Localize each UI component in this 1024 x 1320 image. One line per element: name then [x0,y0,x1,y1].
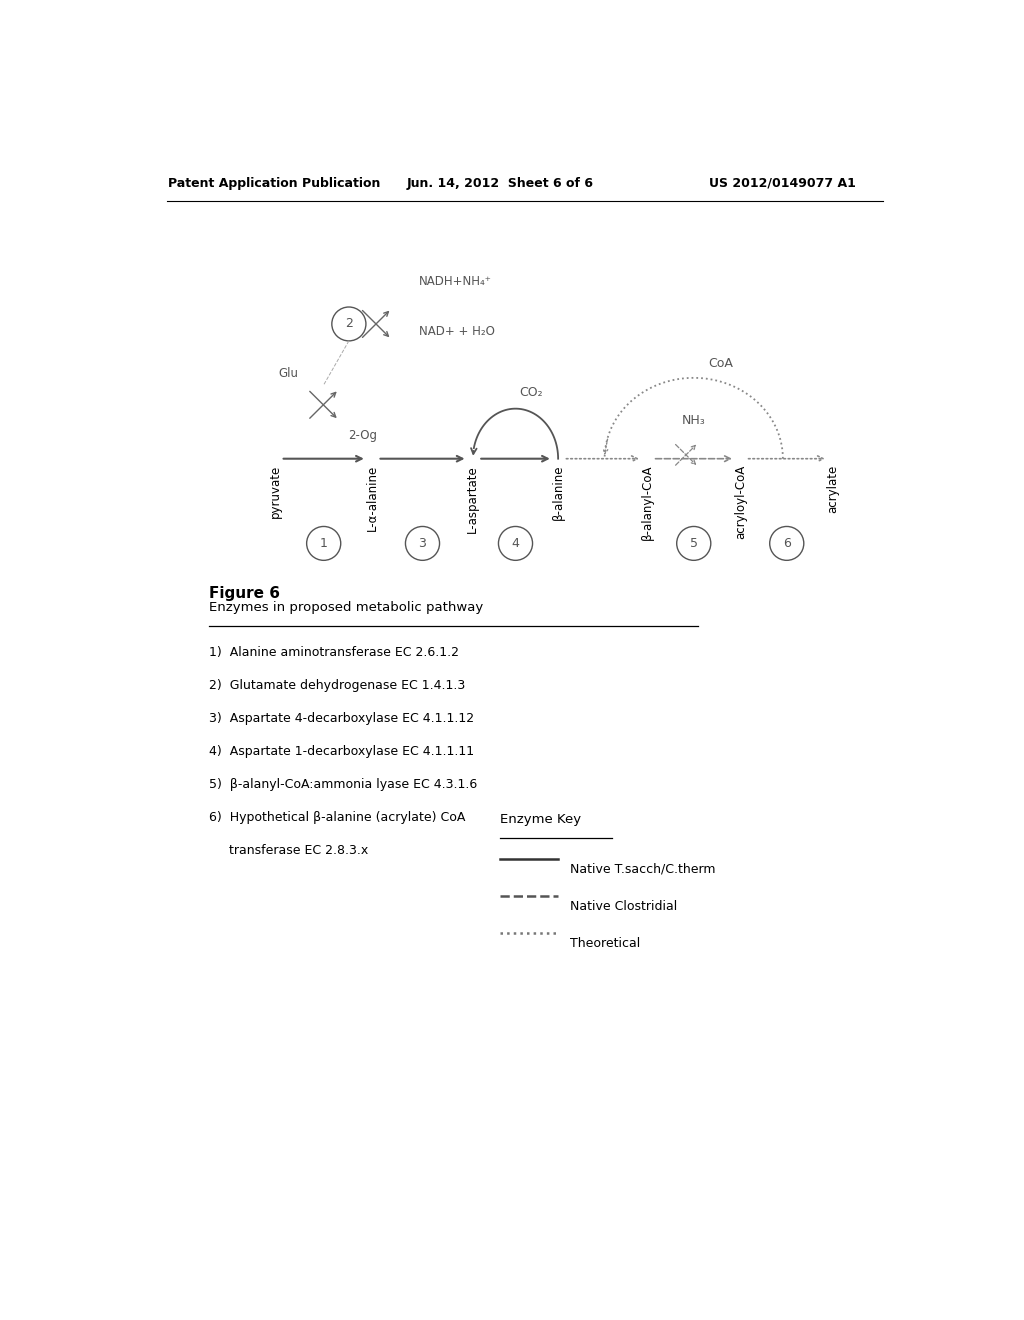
Text: 6: 6 [782,537,791,550]
Text: NAD+ + H₂O: NAD+ + H₂O [419,325,495,338]
Text: 2)  Glutamate dehydrogenase EC 1.4.1.3: 2) Glutamate dehydrogenase EC 1.4.1.3 [209,678,466,692]
Text: 3: 3 [419,537,426,550]
Text: Patent Application Publication: Patent Application Publication [168,177,381,190]
Text: pyruvate: pyruvate [268,465,282,519]
Text: L-aspartate: L-aspartate [466,465,479,532]
Text: Theoretical: Theoretical [569,937,640,950]
Text: 3)  Aspartate 4-decarboxylase EC 4.1.1.12: 3) Aspartate 4-decarboxylase EC 4.1.1.12 [209,711,474,725]
Text: 1: 1 [319,537,328,550]
Text: 1)  Alanine aminotransferase EC 2.6.1.2: 1) Alanine aminotransferase EC 2.6.1.2 [209,645,460,659]
Text: Enzyme Key: Enzyme Key [500,813,582,826]
Text: 6)  Hypothetical β-alanine (acrylate) CoA: 6) Hypothetical β-alanine (acrylate) CoA [209,812,466,825]
Text: acryloyl-CoA: acryloyl-CoA [734,465,746,539]
Text: US 2012/0149077 A1: US 2012/0149077 A1 [710,177,856,190]
Text: CoA: CoA [708,358,733,370]
Text: acrylate: acrylate [826,465,840,513]
Text: Native Clostridial: Native Clostridial [569,900,677,913]
Text: 5)  β-alanyl-CoA:ammonia lyase EC 4.3.1.6: 5) β-alanyl-CoA:ammonia lyase EC 4.3.1.6 [209,779,477,791]
Text: 4: 4 [512,537,519,550]
Text: Glu: Glu [279,367,299,380]
Text: L-α-alanine: L-α-alanine [366,465,379,531]
Text: Figure 6: Figure 6 [209,586,281,601]
Text: β-alanyl-CoA: β-alanyl-CoA [641,465,653,540]
Text: NADH+NH₄⁺: NADH+NH₄⁺ [419,275,492,288]
Text: Jun. 14, 2012  Sheet 6 of 6: Jun. 14, 2012 Sheet 6 of 6 [407,177,594,190]
Text: 2: 2 [345,317,353,330]
Text: Enzymes in proposed metabolic pathway: Enzymes in proposed metabolic pathway [209,601,483,614]
Text: Native T.sacch/C.therm: Native T.sacch/C.therm [569,863,715,876]
Text: 5: 5 [690,537,697,550]
Text: β-alanine: β-alanine [552,465,564,520]
Text: NH₃: NH₃ [682,413,706,426]
Text: 4)  Aspartate 1-decarboxylase EC 4.1.1.11: 4) Aspartate 1-decarboxylase EC 4.1.1.11 [209,744,474,758]
Text: transferase EC 2.8.3.x: transferase EC 2.8.3.x [209,845,369,858]
Text: CO₂: CO₂ [519,387,543,400]
Text: 2-Og: 2-Og [348,429,377,442]
